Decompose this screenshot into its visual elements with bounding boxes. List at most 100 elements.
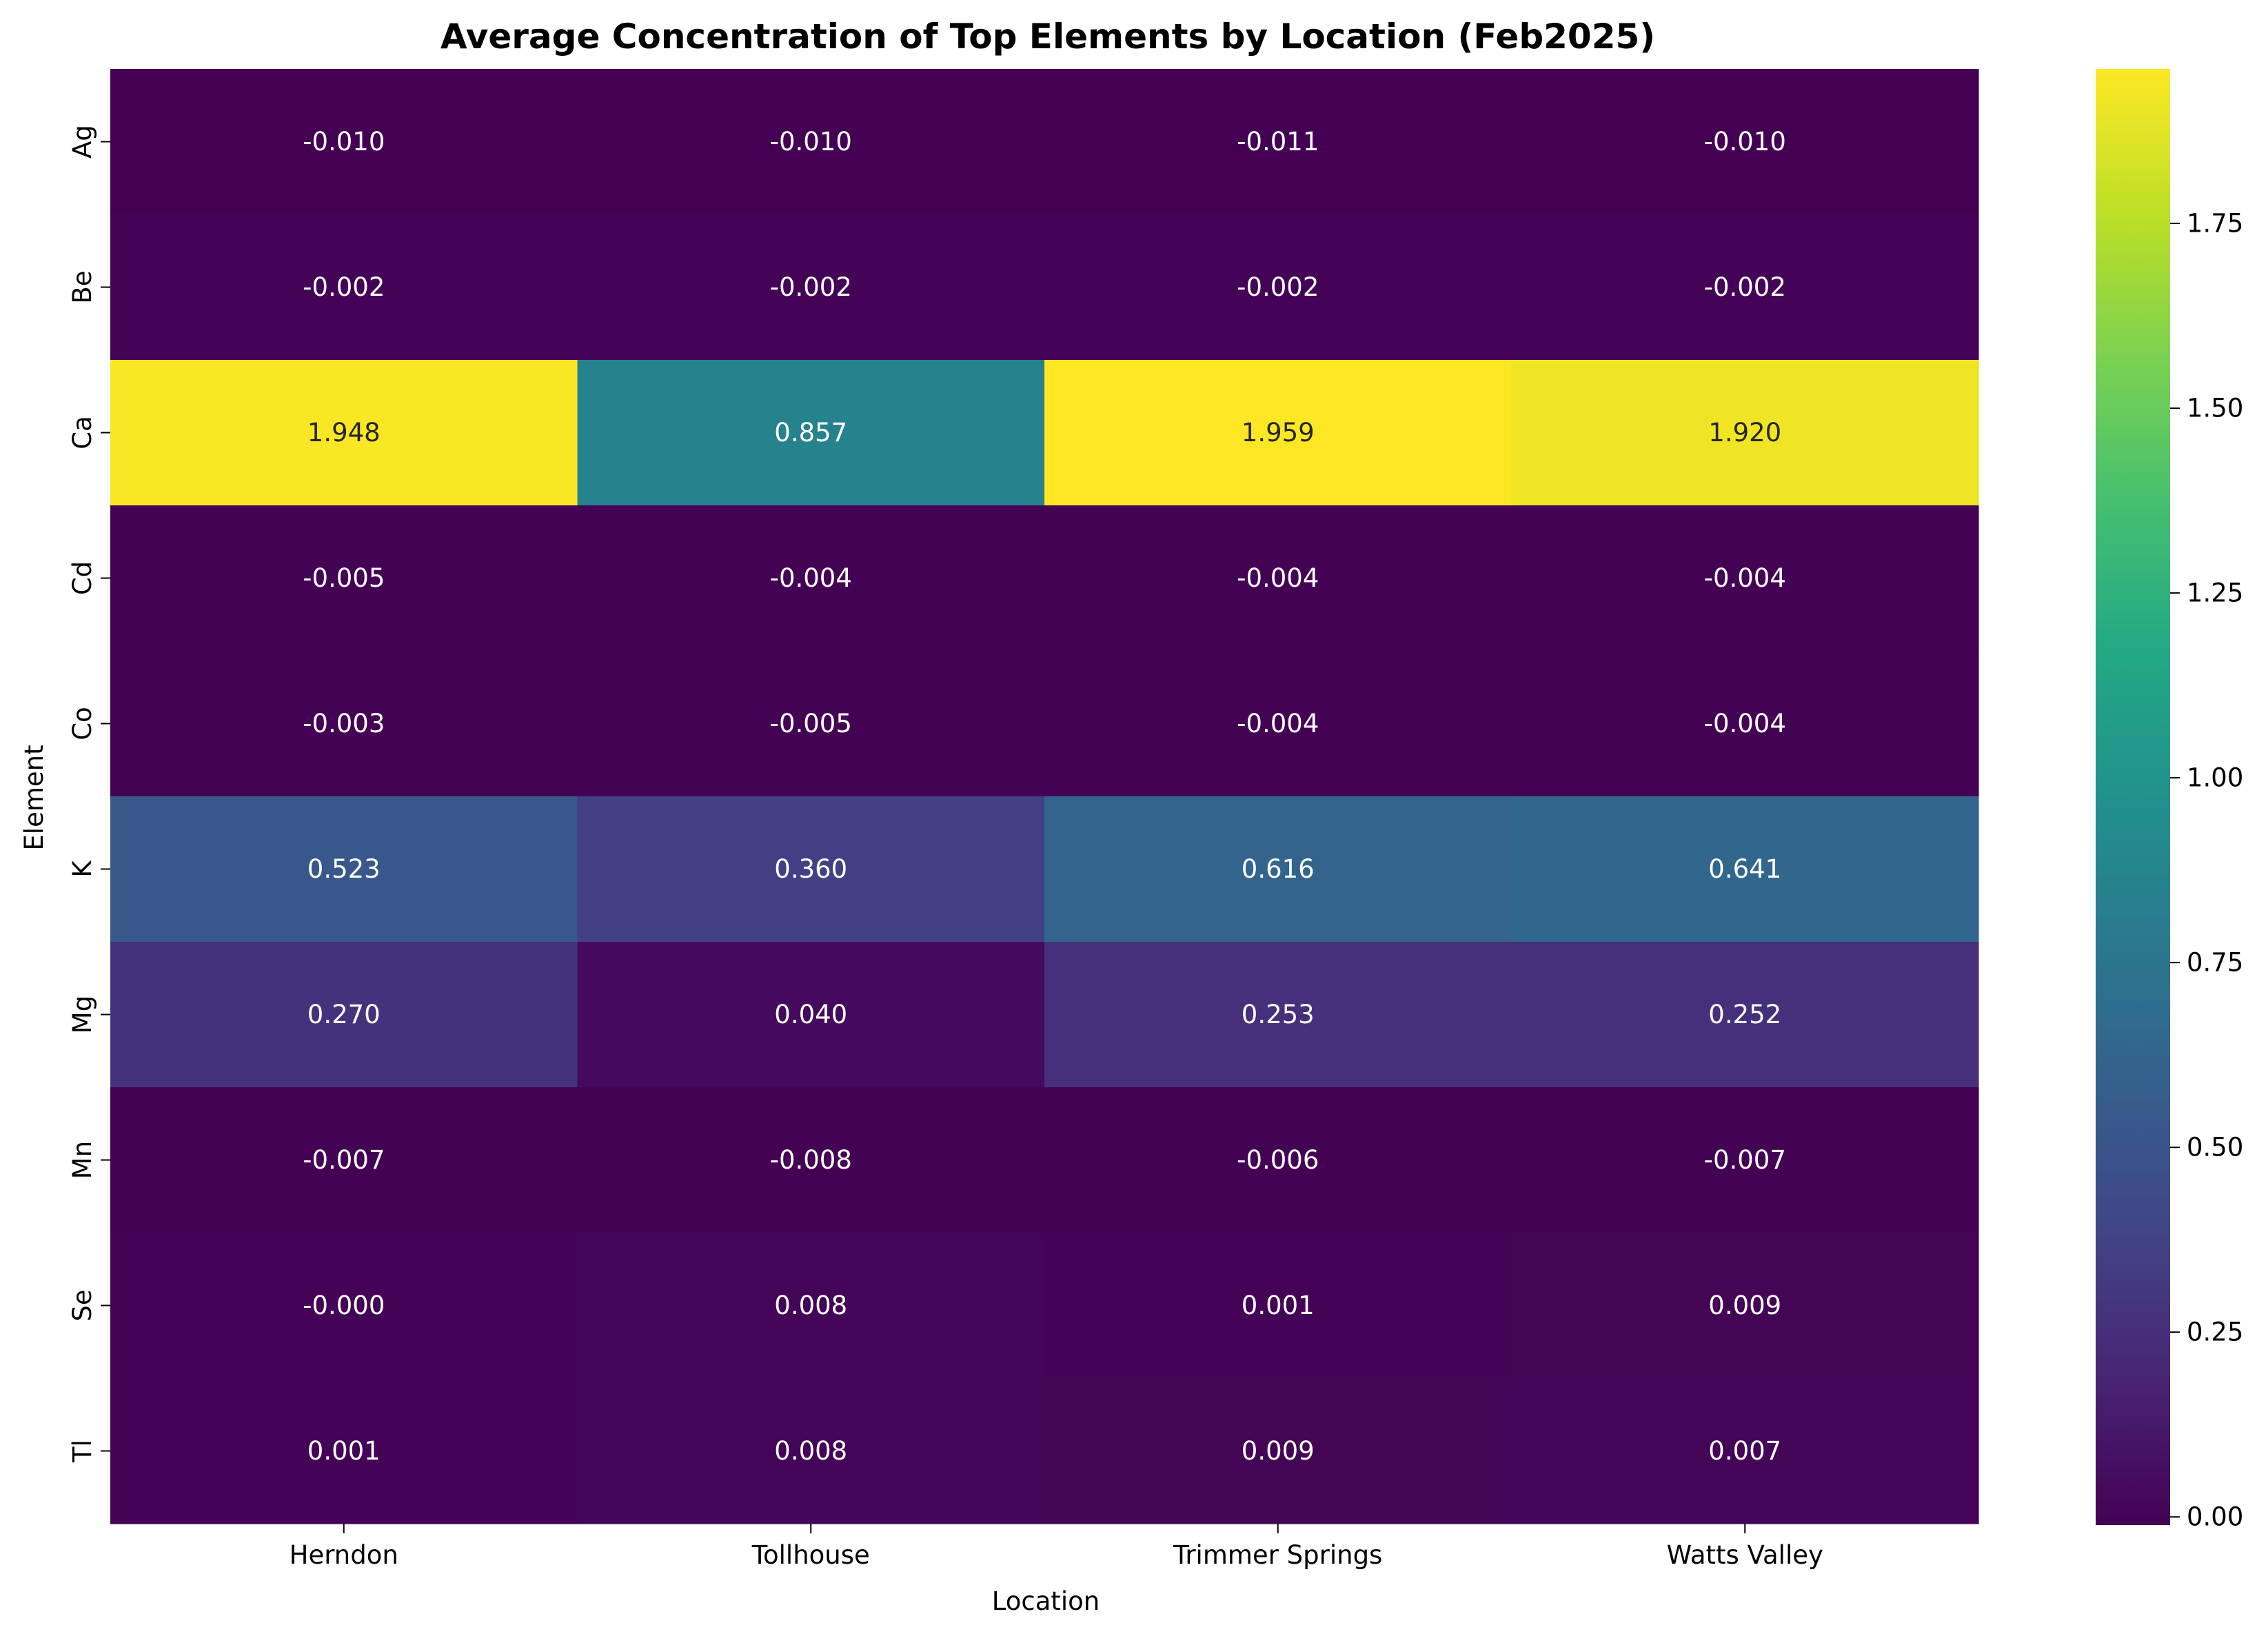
cell-label: -0.006 [1237, 1145, 1319, 1175]
y-axis: Ag Be Ca Cd Co K Mg Mn Se Tl [68, 125, 110, 1463]
colorbar-ticks: 0.00 0.25 0.50 0.75 1.00 1.25 1.50 1.75 [2170, 209, 2243, 1532]
colorbar-tick-label: 0.00 [2187, 1502, 2243, 1532]
cell-se-watts-valley [1511, 1233, 1979, 1379]
cell-label: 0.009 [1242, 1436, 1315, 1466]
cell-ca-tollhouse [577, 360, 1045, 506]
x-axis-label: Location [992, 1586, 1100, 1616]
y-tick-label: Mn [68, 1141, 97, 1179]
cell-be-herndon [110, 214, 578, 361]
heatmap-cells [110, 69, 1979, 1524]
cell-co-watts-valley [1511, 651, 1979, 797]
colorbar-tick-label: 1.75 [2187, 209, 2243, 239]
cell-k-trimmer-springs [1044, 796, 1512, 942]
cell-tl-watts-valley [1511, 1378, 1979, 1524]
cell-label: 0.641 [1708, 854, 1781, 884]
y-tick-label: Mg [68, 996, 97, 1033]
colorbar-tick-label: 1.00 [2187, 763, 2243, 793]
cell-ca-herndon [110, 360, 578, 506]
cell-label: 1.948 [307, 418, 381, 447]
cell-label: -0.004 [1237, 709, 1319, 738]
chart-title: Average Concentration of Top Elements by… [441, 17, 1655, 57]
cell-label: 0.001 [1242, 1291, 1315, 1320]
x-tick-label: Tollhouse [751, 1540, 870, 1570]
cell-label: -0.003 [303, 709, 385, 738]
y-tick-label: Cd [68, 561, 97, 595]
cell-label: -0.002 [1237, 272, 1319, 302]
cell-k-watts-valley [1511, 796, 1979, 942]
x-axis: Herndon Tollhouse Trimmer Springs Watts Val… [290, 1524, 1823, 1570]
cell-label: 0.009 [1708, 1291, 1781, 1320]
cell-be-tollhouse [577, 214, 1045, 361]
cell-label: -0.004 [1704, 709, 1786, 738]
cell-be-trimmer-springs [1044, 214, 1512, 361]
cell-label: -0.005 [303, 563, 385, 593]
cell-label: 0.857 [774, 418, 847, 447]
colorbar-tick-label: 1.50 [2187, 394, 2243, 423]
cell-label: -0.004 [770, 563, 852, 593]
cell-label: 1.920 [1708, 418, 1781, 447]
y-tick-label: Tl [68, 1440, 97, 1463]
y-tick-label: Se [68, 1289, 97, 1321]
cell-mg-tollhouse [577, 942, 1045, 1088]
cell-ca-trimmer-springs [1044, 360, 1512, 506]
cell-label: -0.004 [1237, 563, 1319, 593]
cell-ag-watts-valley [1511, 69, 1979, 215]
cell-label: -0.005 [770, 709, 852, 738]
cell-label: -0.004 [1704, 563, 1786, 593]
cell-label: -0.011 [1237, 127, 1319, 157]
cell-label: 0.008 [774, 1436, 847, 1466]
cell-label: 0.040 [774, 1000, 847, 1029]
colorbar-gradient [2096, 69, 2170, 1525]
cell-label: 0.360 [774, 854, 847, 884]
cell-co-tollhouse [577, 651, 1045, 797]
colorbar-tick-label: 0.25 [2187, 1318, 2243, 1347]
cell-label: -0.010 [1704, 127, 1786, 157]
cell-label: 1.959 [1242, 418, 1315, 447]
cell-k-tollhouse [577, 796, 1045, 942]
cell-label: 0.616 [1242, 854, 1315, 884]
y-tick-label: Co [68, 707, 97, 740]
cell-cd-watts-valley [1511, 505, 1979, 652]
cell-tl-herndon [110, 1378, 578, 1524]
cell-co-herndon [110, 651, 578, 797]
colorbar-tick-label: 1.25 [2187, 578, 2243, 608]
cell-ag-herndon [110, 69, 578, 215]
cell-mn-tollhouse [577, 1087, 1045, 1233]
cell-be-watts-valley [1511, 214, 1979, 361]
cell-label: -0.010 [770, 127, 852, 157]
y-tick-label: K [68, 860, 97, 878]
cell-label: 0.001 [307, 1436, 381, 1466]
x-tick-label: Trimmer Springs [1173, 1540, 1382, 1570]
cell-ag-tollhouse [577, 69, 1045, 215]
cell-label: 0.523 [307, 854, 381, 884]
cell-mn-herndon [110, 1087, 578, 1233]
colorbar-tick-label: 0.75 [2187, 948, 2243, 978]
cell-label: -0.007 [1704, 1145, 1786, 1175]
cell-se-herndon [110, 1233, 578, 1379]
colorbar-tick-label: 0.50 [2187, 1133, 2243, 1162]
cell-tl-trimmer-springs [1044, 1378, 1512, 1524]
cell-co-trimmer-springs [1044, 651, 1512, 797]
cell-mg-trimmer-springs [1044, 942, 1512, 1088]
x-tick-label: Watts Valley [1667, 1540, 1823, 1570]
cell-label: 0.252 [1708, 1000, 1781, 1029]
cell-cd-herndon [110, 505, 578, 652]
cell-mn-trimmer-springs [1044, 1087, 1512, 1233]
y-tick-label: Be [68, 270, 97, 303]
cell-label: -0.010 [303, 127, 385, 157]
cell-label: 0.270 [307, 1000, 381, 1029]
y-axis-label: Element [19, 745, 49, 850]
cell-mg-watts-valley [1511, 942, 1979, 1088]
y-tick-label: Ag [68, 125, 97, 159]
cell-se-trimmer-springs [1044, 1233, 1512, 1379]
cell-tl-tollhouse [577, 1378, 1045, 1524]
cell-label: -0.002 [1704, 272, 1786, 302]
cell-mn-watts-valley [1511, 1087, 1979, 1233]
cell-ag-trimmer-springs [1044, 69, 1512, 215]
y-tick-label: Ca [68, 416, 97, 450]
cell-label: -0.000 [303, 1291, 385, 1320]
cell-se-tollhouse [577, 1233, 1045, 1379]
cell-label: -0.007 [303, 1145, 385, 1175]
cell-label: 0.253 [1242, 1000, 1315, 1029]
